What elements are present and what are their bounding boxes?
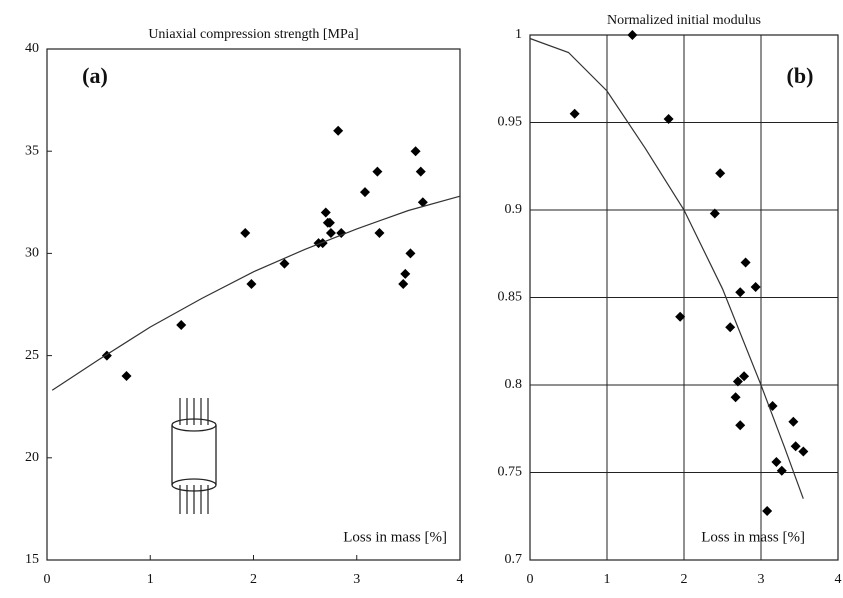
data-point — [715, 168, 726, 179]
y-tick-label: 0.9 — [505, 202, 523, 217]
x-tick-label: 4 — [835, 572, 842, 587]
data-point — [788, 416, 799, 427]
y-tick-label: 35 — [25, 143, 39, 158]
y-tick-label: 15 — [25, 552, 39, 567]
x-tick-label: 2 — [681, 572, 688, 587]
chart-title: Normalized initial modulus — [607, 13, 761, 28]
data-point — [333, 125, 344, 136]
x-tick-label: 1 — [604, 572, 611, 587]
data-point — [240, 227, 251, 238]
data-point — [405, 248, 416, 259]
data-point — [771, 457, 782, 467]
y-tick-label: 0.75 — [498, 465, 523, 480]
data-point — [400, 268, 411, 279]
data-point — [730, 392, 741, 403]
data-point — [750, 282, 761, 292]
data-point — [739, 371, 750, 382]
fit-curve — [51, 195, 461, 391]
data-point — [121, 371, 132, 382]
data-point — [735, 420, 746, 431]
data-point — [762, 506, 773, 516]
data-point — [372, 166, 383, 177]
chart-title: Uniaxial compression strength [MPa] — [148, 27, 358, 42]
x-tick-label: 3 — [353, 572, 360, 587]
data-point — [675, 311, 686, 322]
plot-frame — [46, 48, 461, 561]
data-point — [709, 208, 720, 219]
x-tick-label: 2 — [250, 572, 257, 587]
y-tick-label: 25 — [25, 348, 39, 363]
data-point — [246, 279, 257, 290]
plot-frame — [529, 34, 839, 561]
y-tick-label: 1 — [515, 27, 522, 42]
data-point — [776, 465, 787, 476]
data-point — [798, 446, 809, 457]
x-tick-label: 0 — [527, 572, 534, 587]
panel-label: (b) — [787, 63, 814, 88]
data-point — [360, 187, 371, 198]
data-point — [735, 287, 746, 298]
x-axis-label: Loss in mass [%] — [701, 529, 805, 545]
data-point — [417, 197, 428, 208]
data-point — [790, 441, 801, 452]
panel-label: (a) — [82, 63, 108, 88]
y-tick-label: 0.85 — [498, 290, 523, 305]
data-point — [398, 279, 409, 290]
y-tick-label: 20 — [25, 450, 39, 465]
data-point — [569, 108, 580, 119]
y-tick-label: 0.7 — [505, 552, 523, 567]
data-point — [410, 146, 421, 157]
data-point — [740, 257, 751, 268]
data-point — [415, 166, 426, 177]
data-point — [324, 217, 335, 228]
y-tick-label: 30 — [25, 246, 39, 261]
y-tick-label: 40 — [25, 41, 39, 56]
data-point — [725, 322, 736, 333]
x-tick-label: 3 — [758, 572, 765, 587]
x-axis-label: Loss in mass [%] — [343, 529, 447, 545]
data-point — [325, 227, 336, 238]
y-tick-label: 0.95 — [498, 115, 523, 130]
data-point — [663, 114, 674, 124]
data-point — [176, 319, 187, 330]
data-point — [317, 238, 328, 249]
data-point — [279, 258, 290, 269]
x-tick-label: 0 — [44, 572, 51, 587]
data-point — [627, 30, 638, 40]
compression-icon — [171, 398, 217, 514]
data-point — [320, 207, 331, 218]
x-tick-label: 4 — [457, 572, 464, 587]
y-tick-label: 0.8 — [505, 377, 523, 392]
data-point — [374, 227, 385, 238]
data-point — [732, 376, 743, 387]
fit-curve — [529, 37, 804, 499]
x-tick-label: 1 — [147, 572, 154, 587]
